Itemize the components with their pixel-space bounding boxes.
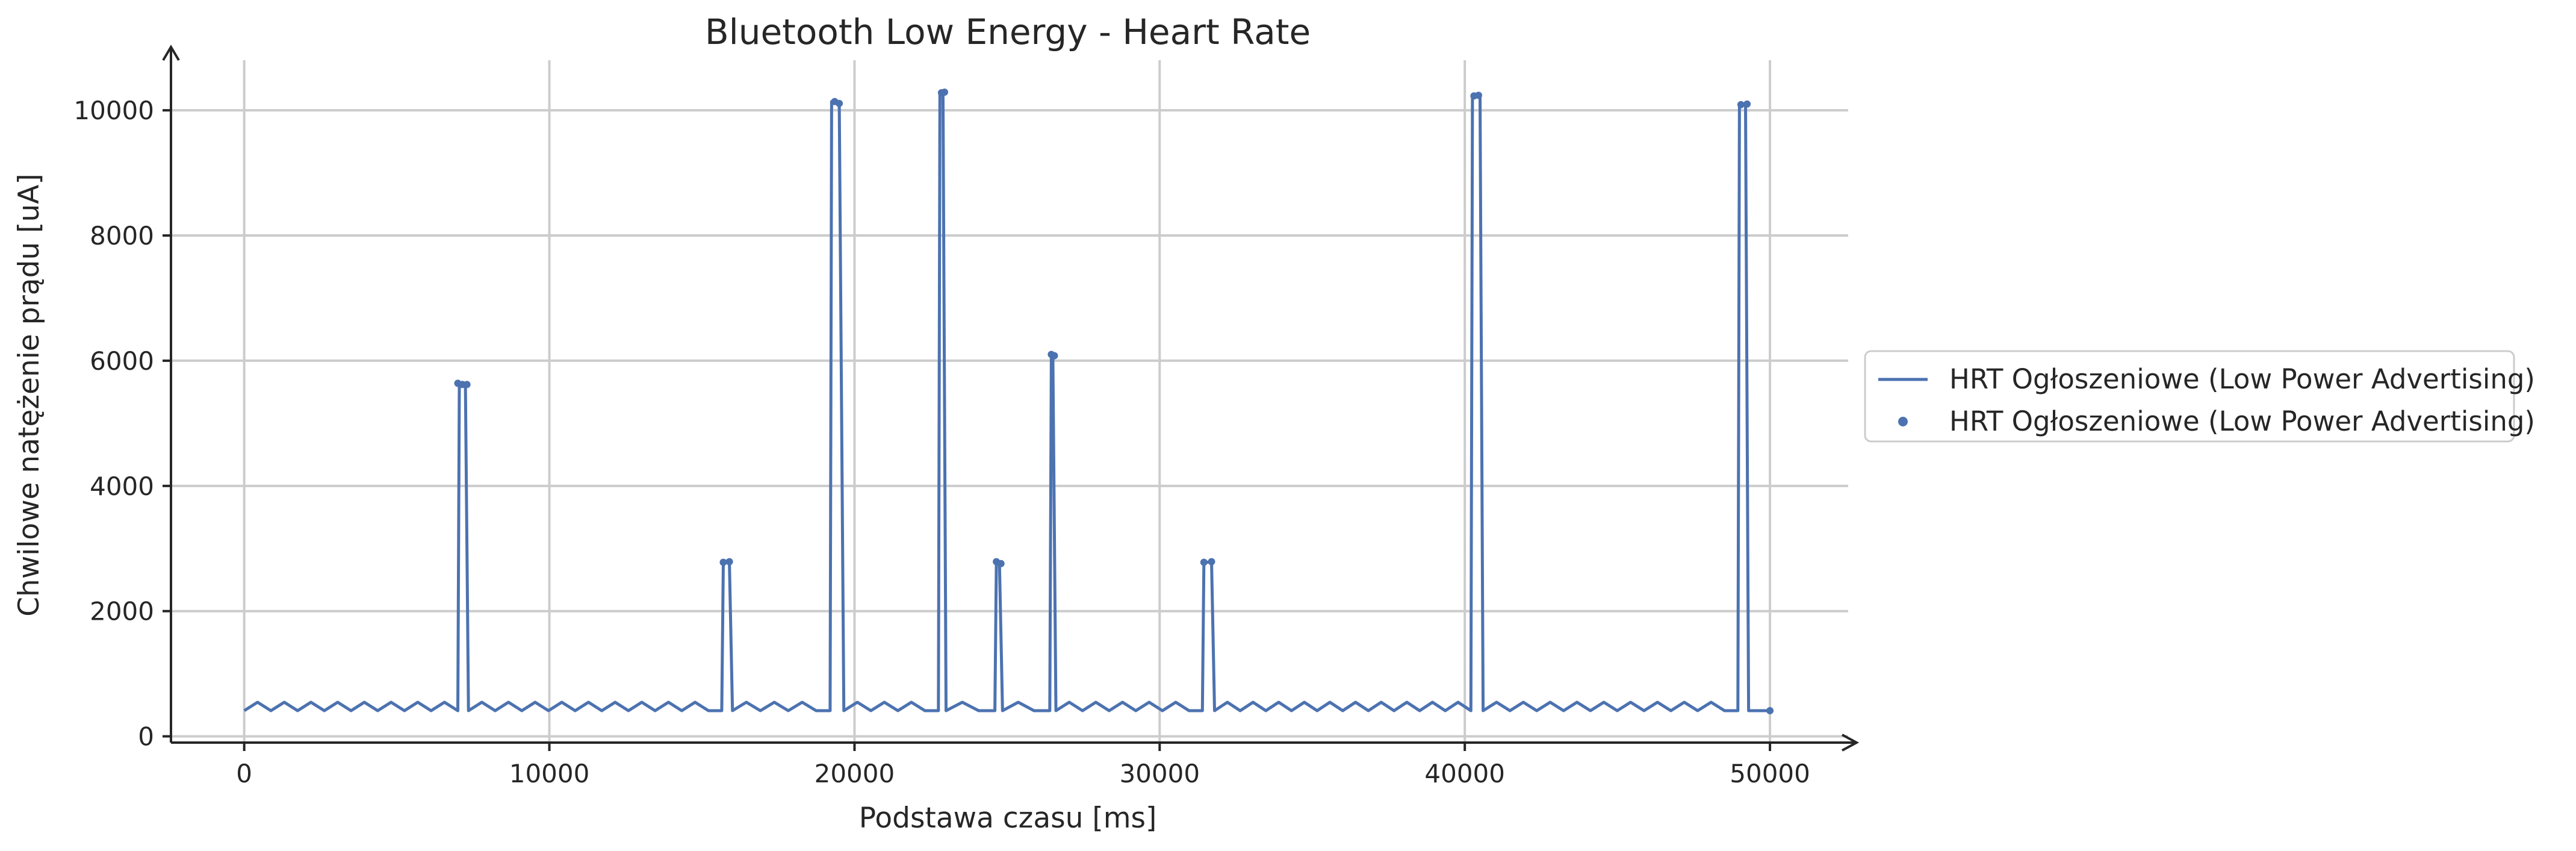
x-axis-label: Podstawa czasu [ms] [859,802,1157,835]
ticks: 0 10000 20000 30000 40000 50000 0 2000 4000 6000 8… [73,96,1810,788]
data-point [940,89,948,96]
y-tick-label: 8000 [90,221,154,251]
chart-title: Bluetooth Low Energy - Heart Rate [705,11,1311,52]
series-line [243,90,1771,712]
data-point [1474,92,1482,99]
x-tick-label: 50000 [1730,759,1810,788]
data-point [719,558,727,566]
y-tick-label: 6000 [90,346,154,376]
data-point [1737,101,1745,108]
x-tick-label: 10000 [509,759,590,788]
y-axis-label: Chwilowe natężenie prądu [uA] [13,173,46,617]
data-point [1051,352,1058,360]
legend-label-points: HRT Ogłoszeniowe (Low Power Advertising) [1949,405,2535,437]
axes [162,45,1860,752]
grid [171,60,1848,743]
legend-box [1864,350,2515,443]
data-point [1766,706,1774,714]
data-point [725,558,733,566]
plot-area [243,89,1774,714]
y-tick-label: 4000 [90,472,154,501]
y-tick-label: 0 [138,722,154,752]
data-point [1200,558,1208,566]
data-point [1208,558,1215,566]
x-tick-label: 0 [236,759,252,788]
x-tick-label: 20000 [815,759,895,788]
data-point [997,560,1005,567]
y-axis-arrow [162,45,180,61]
legend: HRT Ogłoszeniowe (Low Power Advertising)… [1864,350,2535,443]
data-point [1743,100,1751,108]
x-tick-label: 30000 [1119,759,1200,788]
x-axis-arrow [1842,734,1860,752]
data-point [836,99,843,107]
legend-marker-swatch [1898,417,1908,426]
legend-label-line: HRT Ogłoszeniowe (Low Power Advertising) [1949,363,2535,395]
y-tick-label: 10000 [73,96,154,125]
x-tick-label: 40000 [1424,759,1505,788]
data-point [463,381,471,388]
y-tick-label: 2000 [90,597,154,626]
